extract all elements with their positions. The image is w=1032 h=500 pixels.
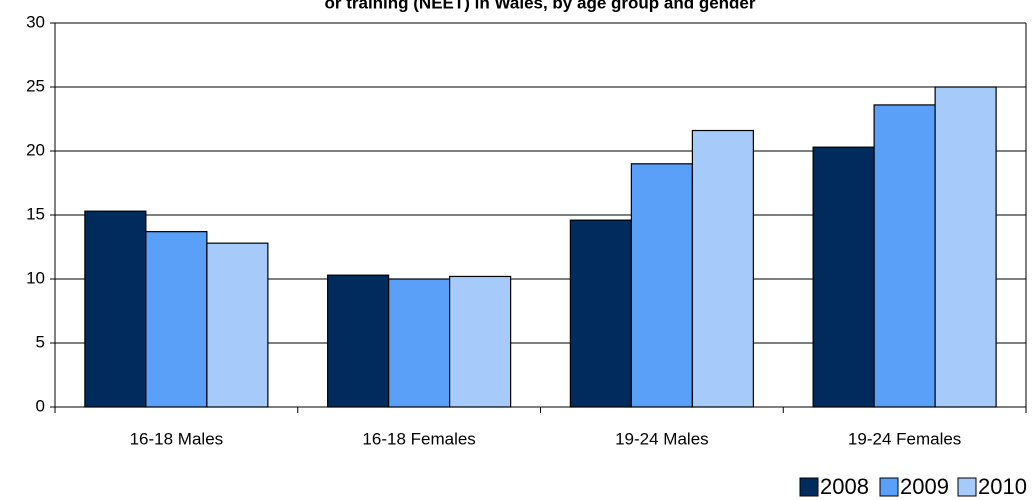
legend-label: 2009 bbox=[900, 474, 949, 499]
y-tick-label: 15 bbox=[26, 204, 45, 223]
chart-title: or training (NEET) in Wales, by age grou… bbox=[324, 0, 755, 12]
bar bbox=[934, 86, 997, 408]
legend-swatch bbox=[957, 477, 977, 497]
bar bbox=[630, 163, 693, 408]
y-tick-label: 25 bbox=[26, 76, 45, 95]
bar bbox=[569, 219, 632, 408]
x-tick-label: 19-24 Males bbox=[615, 429, 709, 448]
bar bbox=[873, 104, 936, 408]
bar bbox=[327, 274, 390, 408]
legend-swatch bbox=[799, 477, 819, 497]
bar bbox=[206, 242, 269, 408]
legend-swatch bbox=[879, 477, 899, 497]
bar bbox=[812, 146, 875, 408]
bar bbox=[145, 231, 208, 408]
bar bbox=[388, 278, 451, 408]
x-tick-label: 16-18 Males bbox=[130, 429, 224, 448]
x-tick-label: 19-24 Females bbox=[848, 429, 961, 448]
bar bbox=[84, 210, 147, 408]
bar bbox=[449, 275, 512, 408]
x-tick-label: 16-18 Females bbox=[362, 429, 475, 448]
y-tick-label: 5 bbox=[36, 332, 45, 351]
legend-label: 2010 bbox=[978, 474, 1027, 499]
y-tick-label: 30 bbox=[26, 12, 45, 31]
legend-label: 2008 bbox=[820, 474, 869, 499]
bar bbox=[691, 129, 754, 408]
y-tick-label: 20 bbox=[26, 140, 45, 159]
y-tick-label: 0 bbox=[36, 396, 45, 415]
y-tick-label: 10 bbox=[26, 268, 45, 287]
